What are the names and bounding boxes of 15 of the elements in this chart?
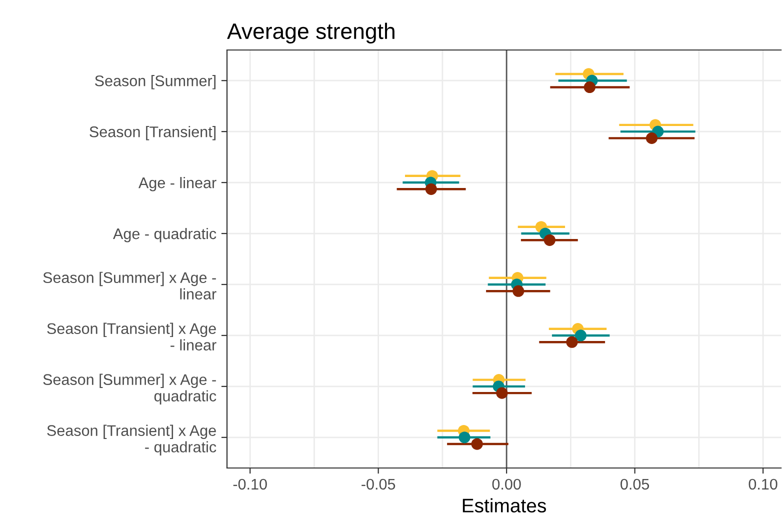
chart-title: Average strength <box>227 22 394 44</box>
y-tick-label: Season [Summer] x Age - quadratic <box>43 374 216 404</box>
x-tick-label: 0.00 <box>492 478 521 490</box>
x-tick-label: -0.05 <box>362 478 396 490</box>
y-tick-label: Season [Transient] <box>90 126 216 140</box>
y-tick-label: Age - linear <box>138 177 216 192</box>
y-tick-label: Season [Summer] x Age - linear <box>43 272 216 300</box>
x-tick-label: 0.10 <box>748 478 778 490</box>
y-tick-label: Age - quadratic <box>113 228 216 242</box>
y-tick-label: Season [Summer] <box>95 75 216 90</box>
y-tick-label: Season [Transient] x Age - linear <box>47 322 216 350</box>
y-tick-label: Season [Transient] x Age - quadratic <box>47 424 216 456</box>
x-tick-label: 0.05 <box>620 478 650 490</box>
x-tick-label: -0.10 <box>233 478 267 490</box>
x-axis-title: Estimates <box>462 498 546 512</box>
